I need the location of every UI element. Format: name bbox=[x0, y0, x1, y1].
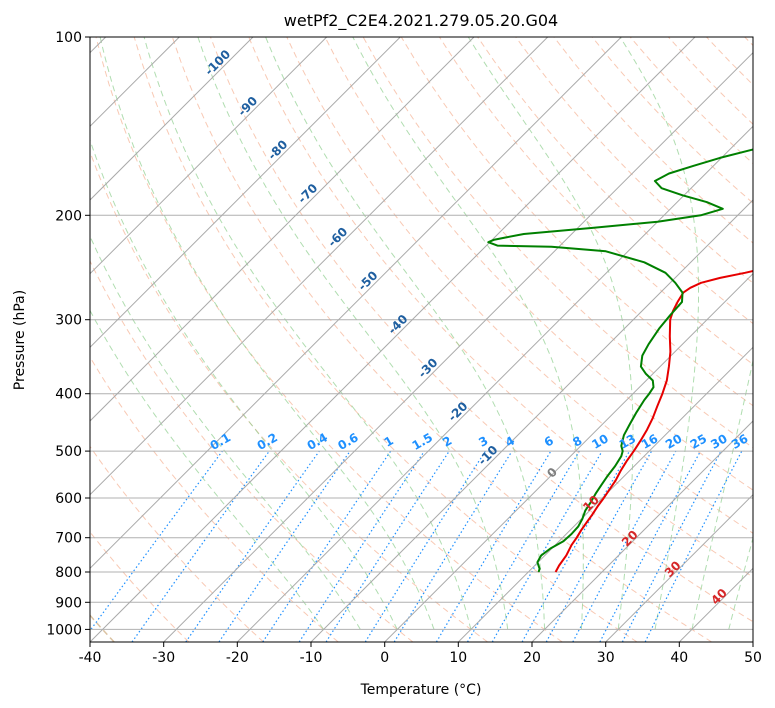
x-tick-label: 50 bbox=[744, 650, 762, 666]
dewpoint-profile bbox=[487, 148, 753, 573]
moist-adiabat bbox=[90, 235, 361, 630]
x-tick-label: 20 bbox=[523, 650, 541, 666]
y-tick-label: 400 bbox=[55, 387, 82, 403]
x-tick-label: 10 bbox=[449, 650, 467, 666]
isotherm-line bbox=[90, 37, 696, 642]
dry-adiabat bbox=[90, 356, 339, 642]
x-tick-label: 30 bbox=[597, 650, 615, 666]
dry-adiabats bbox=[90, 37, 753, 642]
mixing-ratio-line bbox=[521, 450, 631, 642]
dry-adiabat bbox=[286, 37, 753, 534]
mixing-ratio-line bbox=[393, 450, 513, 642]
y-tick-label: 500 bbox=[55, 444, 82, 460]
y-tick-label: 1000 bbox=[46, 622, 82, 638]
isotherm-line bbox=[90, 37, 401, 349]
isotherm-line bbox=[90, 37, 328, 275]
y-tick-label: 600 bbox=[55, 491, 82, 507]
mixing-ratio-line bbox=[298, 450, 425, 642]
isotherm-line bbox=[531, 420, 753, 642]
mixing-ratio-line bbox=[218, 450, 351, 642]
y-tick-label: 300 bbox=[55, 313, 82, 329]
moist-adiabat bbox=[467, 37, 634, 630]
isobars bbox=[90, 37, 753, 630]
moist-adiabat bbox=[99, 37, 435, 630]
dry-adiabat bbox=[515, 37, 753, 284]
mixing-ratio-line bbox=[644, 450, 743, 642]
mixing-ratio-line bbox=[185, 450, 320, 642]
moist-adiabats bbox=[90, 37, 753, 630]
x-tick-label: -20 bbox=[226, 650, 249, 666]
mixing-ratio-line bbox=[572, 450, 677, 642]
plot-frame bbox=[89, 36, 754, 643]
dry-adiabat bbox=[324, 37, 753, 491]
moist-adiabat bbox=[143, 37, 472, 630]
chart-title: wetPf2_C2E4.2021.279.05.20.G04 bbox=[284, 11, 558, 31]
y-axis-ticks: 100 200 300 400 500 600 700 800 900 1000 bbox=[46, 30, 90, 638]
dry-adiabat bbox=[90, 445, 264, 642]
moist-adiabat bbox=[90, 138, 398, 630]
moist-adiabat bbox=[619, 37, 699, 630]
mixing-ratio-line bbox=[90, 450, 223, 632]
isotherm-line bbox=[90, 37, 475, 422]
y-tick-label: 700 bbox=[55, 531, 82, 547]
dry-adiabat bbox=[133, 37, 638, 642]
moist-adiabat bbox=[90, 309, 324, 630]
mixing-ratio-line bbox=[262, 450, 392, 642]
mixing-ratio-lines bbox=[90, 450, 743, 642]
dry-adiabat bbox=[171, 37, 712, 642]
isotherm-line bbox=[457, 346, 753, 642]
y-tick-label: 200 bbox=[55, 208, 82, 224]
mixing-ratio-line bbox=[325, 450, 450, 642]
isotherm-line bbox=[90, 37, 622, 570]
moist-adiabat bbox=[265, 37, 546, 630]
isotherm-line bbox=[605, 493, 753, 642]
x-tick-label: 40 bbox=[670, 650, 688, 666]
x-axis-ticks: -40 -30 -20 -10 0 10 20 30 40 50 bbox=[79, 642, 762, 666]
y-tick-label: 900 bbox=[55, 595, 82, 611]
isotherm-line bbox=[384, 272, 753, 642]
profile-series bbox=[487, 148, 753, 573]
isotherm-line bbox=[236, 125, 753, 642]
x-tick-label: -30 bbox=[152, 650, 175, 666]
moist-adiabat bbox=[197, 37, 509, 630]
x-tick-label: -10 bbox=[300, 650, 323, 666]
moist-adiabat bbox=[728, 536, 753, 630]
y-tick-label: 800 bbox=[55, 565, 82, 581]
isotherm-line bbox=[90, 37, 549, 496]
dry-adiabat bbox=[210, 37, 753, 623]
x-tick-label: -40 bbox=[79, 650, 102, 666]
temperature-profile bbox=[554, 269, 753, 573]
dry-adiabat bbox=[248, 37, 753, 578]
y-tick-label: 100 bbox=[55, 30, 82, 46]
dry-adiabat bbox=[95, 37, 563, 642]
mixing-ratio-line bbox=[545, 450, 653, 642]
dry-adiabat bbox=[90, 259, 414, 642]
moist-adiabat bbox=[352, 37, 584, 630]
x-axis-label: Temperature (°C) bbox=[360, 682, 482, 698]
x-tick-label: 0 bbox=[380, 650, 389, 666]
moist-adiabat bbox=[691, 358, 753, 630]
isotherm-line bbox=[163, 51, 753, 642]
isotherm-line bbox=[90, 37, 254, 201]
y-axis-label: Pressure (hPa) bbox=[12, 290, 28, 390]
isotherm-line bbox=[310, 199, 753, 642]
isotherms bbox=[90, 37, 753, 642]
mixing-ratio-line bbox=[131, 450, 270, 642]
